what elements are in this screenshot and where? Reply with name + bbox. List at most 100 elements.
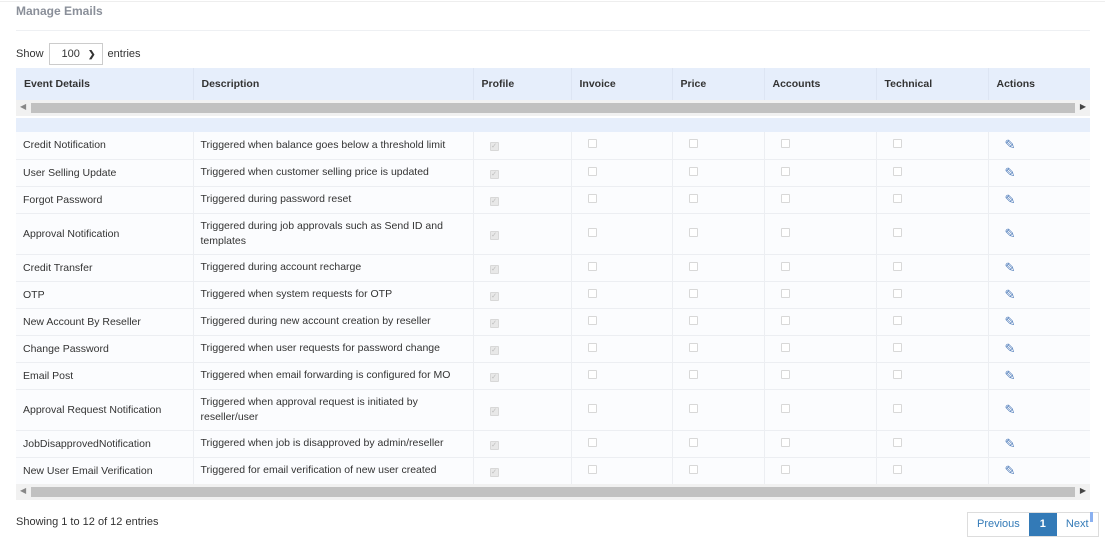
invoice-checkbox[interactable] (587, 437, 597, 447)
price-checkbox[interactable] (688, 342, 698, 352)
profile-checkbox[interactable]: ✓ (489, 142, 499, 152)
scroll-left-icon[interactable]: ◀ (20, 486, 27, 495)
price-checkbox[interactable] (688, 227, 698, 237)
accounts-checkbox[interactable] (780, 369, 790, 379)
price-checkbox[interactable] (688, 464, 698, 474)
technical-checkbox[interactable] (892, 139, 902, 149)
table-row: New Account By Reseller Triggered during … (16, 308, 1090, 336)
column-header[interactable]: Event Details (16, 68, 193, 100)
technical-checkbox[interactable] (892, 464, 902, 474)
invoice-checkbox[interactable] (587, 403, 597, 413)
invoice-checkbox[interactable] (587, 315, 597, 325)
technical-cell (875, 389, 988, 431)
accounts-checkbox[interactable] (780, 403, 790, 413)
event-name: Email Post (16, 362, 193, 390)
invoice-checkbox[interactable] (587, 342, 597, 352)
profile-checkbox[interactable]: ✓ (489, 372, 499, 382)
profile-checkbox[interactable]: ✓ (489, 318, 499, 328)
technical-checkbox[interactable] (892, 342, 902, 352)
top-horizontal-scrollbar[interactable]: ◀ ▶ (16, 100, 1090, 116)
pencil-icon[interactable]: ✎ (1004, 137, 1016, 153)
pencil-icon[interactable]: ✎ (1004, 259, 1016, 275)
technical-checkbox[interactable] (892, 369, 902, 379)
invoice-checkbox[interactable] (587, 139, 597, 149)
profile-checkbox[interactable]: ✓ (489, 291, 499, 301)
scroll-left-icon[interactable]: ◀ (20, 102, 27, 111)
price-checkbox[interactable] (688, 261, 698, 271)
profile-checkbox[interactable]: ✓ (489, 196, 499, 206)
column-header[interactable]: Actions (987, 68, 1090, 100)
column-header[interactable]: Accounts (763, 68, 876, 100)
column-header[interactable]: Price (671, 68, 764, 100)
accounts-checkbox[interactable] (780, 139, 790, 149)
accounts-checkbox[interactable] (780, 193, 790, 203)
invoice-checkbox[interactable] (587, 261, 597, 271)
technical-checkbox[interactable] (892, 261, 902, 271)
table-row: New User Email Verification Triggered for… (16, 457, 1090, 485)
invoice-checkbox[interactable] (587, 288, 597, 298)
accounts-checkbox[interactable] (780, 288, 790, 298)
entries-value: 100 (61, 48, 80, 60)
accounts-checkbox[interactable] (780, 437, 790, 447)
price-checkbox[interactable] (688, 166, 698, 176)
invoice-checkbox[interactable] (587, 166, 597, 176)
scroll-right-icon[interactable]: ▶ (1079, 102, 1086, 111)
bottom-horizontal-scrollbar[interactable]: ◀ ▶ (16, 484, 1090, 500)
technical-checkbox[interactable] (892, 437, 902, 447)
pencil-icon[interactable]: ✎ (1004, 313, 1016, 329)
technical-checkbox[interactable] (892, 193, 902, 203)
scroll-right-icon[interactable]: ▶ (1079, 486, 1086, 495)
pencil-icon[interactable]: ✎ (1004, 401, 1016, 417)
event-name: New Account By Reseller (16, 308, 193, 336)
technical-checkbox[interactable] (892, 227, 902, 237)
price-checkbox[interactable] (688, 403, 698, 413)
accounts-checkbox[interactable] (780, 464, 790, 474)
entries-select[interactable]: 100 ❯ (48, 43, 103, 65)
profile-checkbox[interactable]: ✓ (489, 264, 499, 274)
accounts-checkbox[interactable] (780, 166, 790, 176)
pencil-icon[interactable]: ✎ (1004, 286, 1016, 302)
profile-checkbox[interactable]: ✓ (489, 406, 499, 416)
price-checkbox[interactable] (688, 369, 698, 379)
accounts-checkbox[interactable] (780, 227, 790, 237)
invoice-checkbox[interactable] (587, 227, 597, 237)
accounts-checkbox[interactable] (780, 261, 790, 271)
accounts-checkbox[interactable] (780, 342, 790, 352)
column-header[interactable]: Description (192, 68, 473, 100)
profile-checkbox[interactable]: ✓ (489, 467, 499, 477)
invoice-checkbox[interactable] (587, 193, 597, 203)
table-row: Email Post Triggered when email forwardin… (16, 362, 1090, 390)
price-checkbox[interactable] (688, 437, 698, 447)
price-checkbox[interactable] (688, 139, 698, 149)
pencil-icon[interactable]: ✎ (1004, 191, 1016, 207)
scrollbar-thumb[interactable] (31, 487, 1075, 497)
invoice-cell (570, 132, 672, 160)
previous-button[interactable]: Previous (977, 518, 1020, 530)
next-button[interactable]: Next (1065, 518, 1089, 530)
pencil-icon[interactable]: ✎ (1004, 462, 1016, 478)
price-checkbox[interactable] (688, 193, 698, 203)
profile-checkbox[interactable]: ✓ (489, 345, 499, 355)
price-checkbox[interactable] (688, 288, 698, 298)
technical-checkbox[interactable] (892, 288, 902, 298)
page-1-button[interactable]: 1 (1028, 513, 1057, 536)
column-header[interactable]: Technical (875, 68, 988, 100)
pencil-icon[interactable]: ✎ (1004, 225, 1016, 241)
profile-checkbox[interactable]: ✓ (489, 230, 499, 240)
pencil-icon[interactable]: ✎ (1004, 435, 1016, 451)
column-header[interactable]: Invoice (570, 68, 672, 100)
profile-checkbox[interactable]: ✓ (489, 169, 499, 179)
scrollbar-thumb[interactable] (31, 103, 1075, 113)
column-header[interactable]: Profile (472, 68, 571, 100)
pencil-icon[interactable]: ✎ (1004, 164, 1016, 180)
technical-checkbox[interactable] (892, 166, 902, 176)
technical-checkbox[interactable] (892, 315, 902, 325)
profile-checkbox[interactable]: ✓ (489, 440, 499, 450)
invoice-checkbox[interactable] (587, 369, 597, 379)
technical-checkbox[interactable] (892, 403, 902, 413)
price-checkbox[interactable] (688, 315, 698, 325)
accounts-checkbox[interactable] (780, 315, 790, 325)
pencil-icon[interactable]: ✎ (1004, 367, 1016, 383)
pencil-icon[interactable]: ✎ (1004, 340, 1016, 356)
invoice-checkbox[interactable] (587, 464, 597, 474)
